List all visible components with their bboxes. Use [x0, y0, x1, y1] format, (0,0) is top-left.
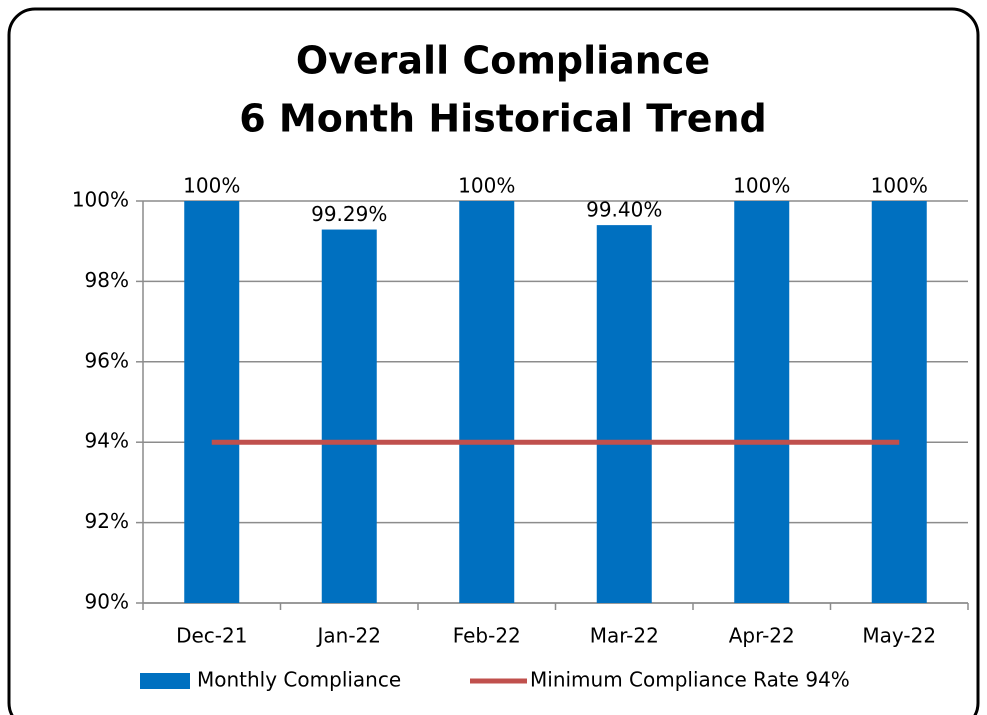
bar	[871, 201, 927, 603]
legend-swatch	[140, 673, 190, 689]
bar	[184, 201, 240, 603]
data-label: 99.29%	[311, 202, 387, 226]
data-label: 100%	[871, 174, 928, 198]
data-label: 100%	[183, 174, 240, 198]
bar	[596, 225, 652, 603]
legend-label: Minimum Compliance Rate 94%	[530, 668, 850, 692]
legend-label: Monthly Compliance	[197, 668, 401, 692]
y-tick-label: 90%	[85, 590, 129, 614]
x-tick-label: Mar-22	[590, 624, 659, 648]
bar	[734, 201, 790, 603]
x-tick-label: Feb-22	[453, 624, 521, 648]
data-label: 99.40%	[586, 198, 662, 222]
y-tick-label: 98%	[85, 268, 129, 292]
x-tick-label: Apr-22	[729, 624, 795, 648]
y-tick-label: 92%	[85, 509, 129, 533]
chart-title: Overall Compliance	[296, 39, 710, 83]
data-label: 100%	[733, 174, 790, 198]
x-tick-label: Dec-21	[176, 624, 247, 648]
y-tick-label: 94%	[85, 429, 129, 453]
y-tick-label: 100%	[72, 188, 129, 212]
x-tick-label: Jan-22	[316, 624, 382, 648]
data-label: 100%	[458, 174, 515, 198]
bar	[459, 201, 515, 603]
y-tick-label: 96%	[85, 348, 129, 372]
chart-subtitle: 6 Month Historical Trend	[239, 97, 767, 141]
x-tick-label: May-22	[862, 624, 936, 648]
bar	[321, 229, 377, 604]
